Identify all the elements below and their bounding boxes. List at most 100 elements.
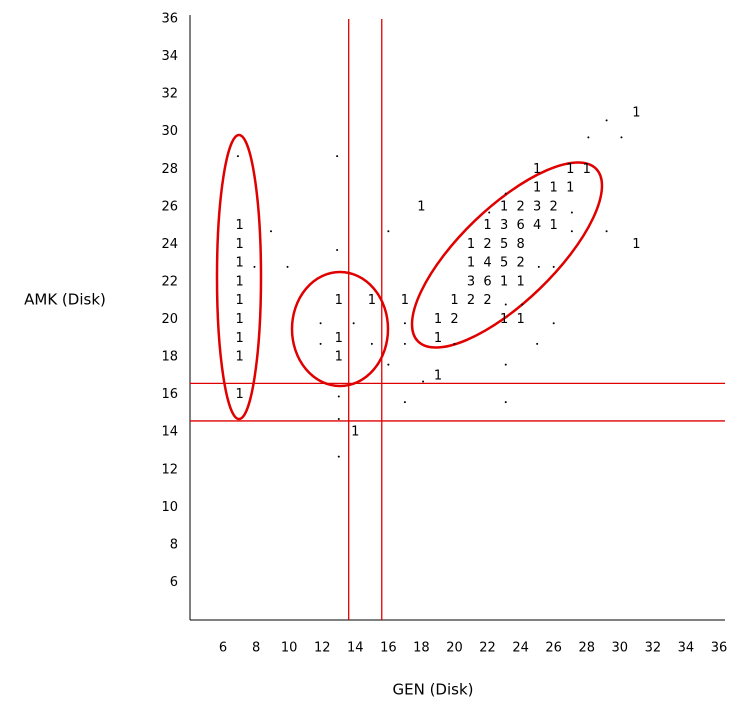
x-tick-label: 10 — [281, 641, 298, 656]
x-tick-label: 20 — [446, 641, 463, 656]
point — [403, 401, 406, 404]
count-label: 1 — [483, 218, 491, 233]
count-label: 1 — [632, 237, 640, 252]
count-label: 1 — [434, 312, 442, 327]
count-label: 1 — [351, 425, 359, 440]
count-label: 3 — [500, 218, 508, 233]
point — [336, 249, 339, 252]
count-label: 2 — [450, 312, 458, 327]
point — [536, 342, 539, 345]
x-tick-label: 26 — [545, 641, 562, 656]
point — [336, 155, 339, 158]
count-label: 1 — [566, 181, 574, 196]
count-label: 1 — [417, 199, 425, 214]
count-label: 1 — [500, 274, 508, 289]
point — [403, 342, 406, 345]
y-tick-label: 20 — [161, 312, 178, 327]
point — [552, 322, 555, 325]
point — [552, 265, 555, 268]
count-label: 1 — [235, 350, 243, 365]
count-label: 1 — [235, 331, 243, 346]
count-label: 3 — [467, 274, 475, 289]
count-label: 2 — [516, 199, 524, 214]
point — [352, 322, 355, 325]
point — [319, 342, 322, 345]
y-tick-label: 14 — [161, 425, 178, 440]
point — [253, 265, 256, 268]
count-label: 1 — [500, 199, 508, 214]
x-tick-label: 30 — [612, 641, 629, 656]
point — [587, 136, 590, 139]
count-label: 1 — [550, 218, 558, 233]
point — [422, 380, 425, 383]
count-label: 1 — [516, 312, 524, 327]
count-label: 1 — [533, 162, 541, 177]
x-tick-label: 14 — [347, 641, 364, 656]
count-label: 1 — [235, 274, 243, 289]
y-tick-label: 26 — [161, 199, 178, 214]
count-label: 1 — [583, 162, 591, 177]
y-tick-label: 18 — [161, 350, 178, 365]
point — [504, 303, 507, 306]
y-tick-label: 22 — [161, 274, 178, 289]
count-label: 1 — [235, 256, 243, 271]
y-tick-label: 28 — [161, 162, 178, 177]
count-label: 8 — [516, 237, 524, 252]
x-tick-label: 18 — [413, 641, 430, 656]
point — [570, 230, 573, 233]
point — [270, 230, 273, 233]
point — [319, 322, 322, 325]
point — [521, 303, 524, 306]
count-label: 1 — [550, 181, 558, 196]
point — [570, 211, 573, 214]
point — [453, 342, 456, 345]
count-label: 1 — [467, 237, 475, 252]
y-tick-label: 30 — [161, 124, 178, 139]
x-tick-label: 28 — [578, 641, 595, 656]
count-label: 1 — [467, 256, 475, 271]
point — [605, 230, 608, 233]
x-tick-label: 22 — [479, 641, 496, 656]
count-label: 3 — [533, 199, 541, 214]
count-label: 1 — [533, 181, 541, 196]
y-tick-label: 12 — [161, 462, 178, 477]
count-label: 1 — [335, 350, 343, 365]
point — [337, 455, 340, 458]
x-tick-label: 24 — [512, 641, 529, 656]
y-tick-label: 32 — [161, 87, 178, 102]
count-label: 2 — [550, 199, 558, 214]
count-label: 1 — [235, 293, 243, 308]
point — [236, 155, 239, 158]
count-label: 2 — [483, 293, 491, 308]
point — [537, 265, 540, 268]
count-label: 1 — [632, 105, 640, 120]
point — [504, 363, 507, 366]
y-tick-label: 34 — [161, 49, 178, 64]
y-tick-label: 8 — [170, 537, 178, 552]
count-label: 4 — [533, 218, 541, 233]
y-tick-label: 24 — [161, 237, 178, 252]
y-tick-label: 6 — [170, 575, 178, 590]
x-axis-label: GEN (Disk) — [392, 681, 473, 699]
count-label: 1 — [235, 218, 243, 233]
count-label: 1 — [235, 387, 243, 402]
count-label: 1 — [235, 312, 243, 327]
x-tick-label: 16 — [380, 641, 397, 656]
point — [620, 136, 623, 139]
y-tick-label: 10 — [161, 500, 178, 515]
x-tick-label: 36 — [711, 641, 728, 656]
count-label: 1 — [434, 368, 442, 383]
count-label: 1 — [500, 312, 508, 327]
y-tick-label: 36 — [161, 12, 178, 27]
ellipse — [215, 133, 263, 421]
ellipse — [290, 270, 390, 388]
point — [387, 363, 390, 366]
count-label: 2 — [467, 293, 475, 308]
count-label: 6 — [483, 274, 491, 289]
count-label: 4 — [483, 256, 491, 271]
count-label: 6 — [516, 218, 524, 233]
point — [370, 342, 373, 345]
count-label: 2 — [516, 256, 524, 271]
count-label: 5 — [500, 256, 508, 271]
